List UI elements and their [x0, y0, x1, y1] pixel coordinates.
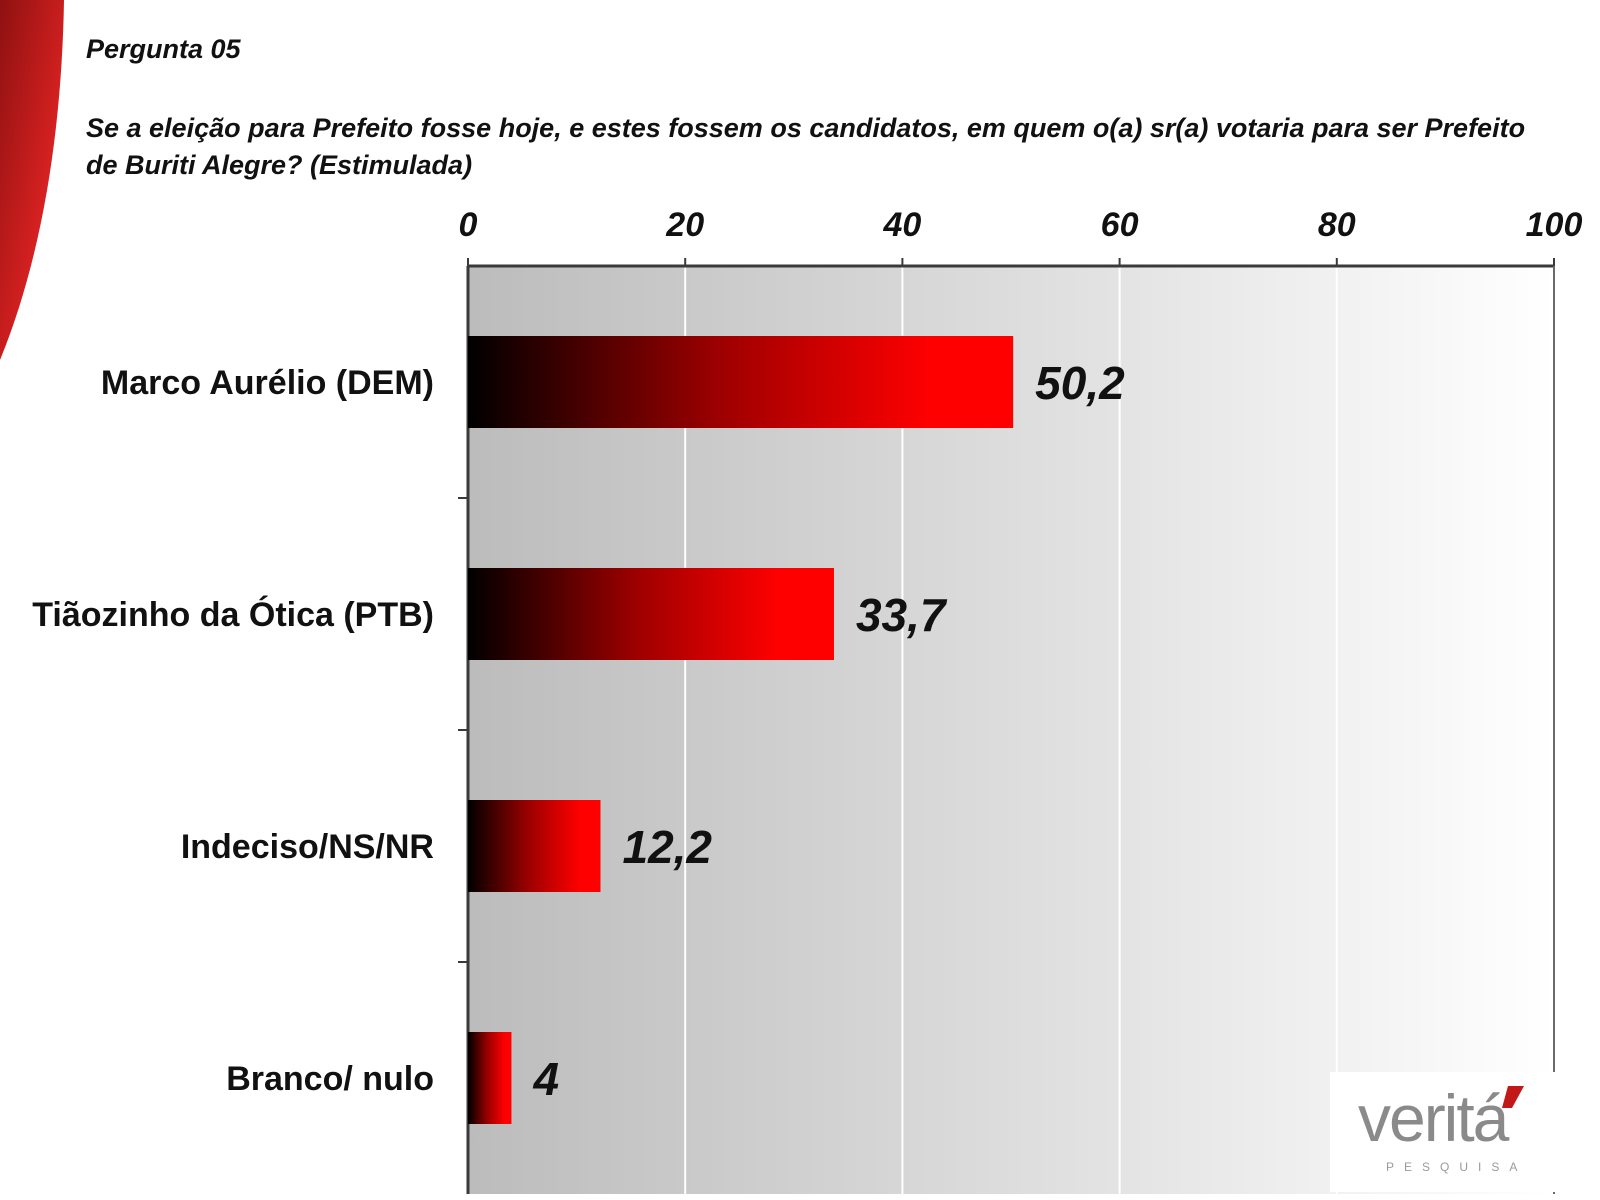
question-text: Se a eleição para Prefeito fosse hoje, e… [86, 113, 1526, 180]
category-label: Marco Aurélio (DEM) [101, 364, 434, 402]
bar [468, 568, 834, 660]
bar [468, 800, 601, 892]
data-label: 12,2 [622, 821, 712, 873]
bar [468, 1032, 512, 1124]
x-tick-label: 60 [1101, 206, 1139, 244]
question-number-heading: Pergunta 05 [86, 34, 241, 64]
bar [468, 336, 1014, 428]
data-label: 4 [532, 1053, 559, 1105]
logo-accent-mark [1502, 1086, 1524, 1108]
x-tick-label: 100 [1526, 206, 1583, 244]
red-swoosh-decoration [0, 0, 64, 360]
category-label: Tiãozinho da Ótica (PTB) [32, 596, 434, 634]
data-label: 50,2 [1035, 357, 1125, 409]
logo-subtitle: PESQUISA [1386, 1160, 1528, 1174]
x-tick-label: 80 [1318, 206, 1356, 244]
verita-logo: veritá PESQUISA [1330, 1072, 1560, 1192]
x-tick-label: 40 [882, 206, 921, 244]
x-tick-label: 20 [665, 206, 704, 244]
category-label: Indeciso/NS/NR [181, 828, 434, 866]
category-label: Branco/ nulo [226, 1060, 434, 1098]
x-tick-label: 0 [459, 206, 478, 244]
data-label: 33,7 [856, 589, 948, 641]
logo-wordmark: veritá [1358, 1081, 1509, 1155]
labels: 0 20 40 60 80 100 Marco Aurélio (DEM) 50,2 Tiãoz… [32, 206, 1582, 1105]
bars [468, 336, 1014, 1124]
